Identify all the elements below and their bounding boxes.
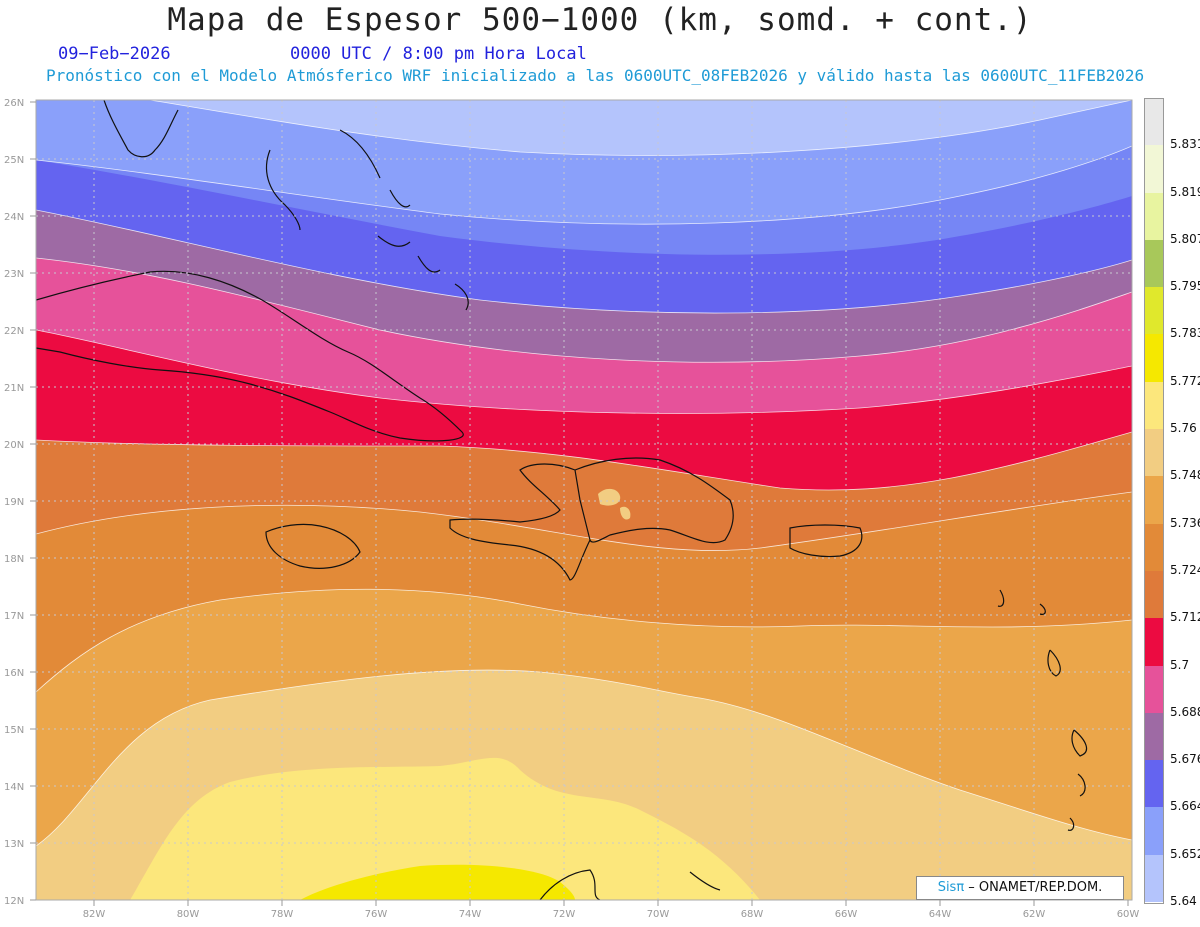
colorbar-label: 5.783 [1170,326,1200,341]
lat-label: 22N [4,326,24,337]
colorbar-label: 5.819 [1170,184,1200,199]
colorbar-label: 5.772 [1170,373,1200,388]
lon-label: 72W [553,909,576,920]
lon-axis: 82W 80W 78W 76W 74W 72W 70W 68W 66W 64W 62W 60W [83,900,1140,920]
lon-label: 76W [365,909,388,920]
colorbar-label: 5.712 [1170,610,1200,625]
credit-brand: Sisπ [937,880,965,895]
coast-bahamas-andros [265,149,301,231]
lat-label: 12N [4,896,24,907]
lon-label: 64W [929,909,952,920]
colorbar-label: 5.736 [1170,515,1200,530]
lon-label: 68W [741,909,764,920]
lat-label: 21N [4,383,24,394]
colorbar-label: 5.664 [1170,799,1200,814]
coast-dominican [574,457,734,544]
hispaniola-high-spot [598,488,621,506]
colorbar-label: 5.748 [1170,468,1200,483]
lat-label: 16N [4,668,24,679]
coast-bahamas-islands [339,129,469,311]
model-subtitle: Pronóstico con el Modelo Atmósferico WRF… [46,66,1145,85]
lon-label: 62W [1023,909,1046,920]
coast-jamaica [265,523,361,569]
hispaniola-high-spot-2 [620,506,631,520]
lat-label: 26N [4,98,24,109]
lon-label: 80W [177,909,200,920]
lon-label: 74W [459,909,482,920]
contour-lines [36,100,1132,847]
lon-label: 78W [271,909,294,920]
forecast-time: 0000 UTC / 8:00 pm Hora Local [290,44,587,64]
lat-label: 19N [4,497,24,508]
colorbar-label: 5.724 [1170,562,1200,577]
colorbar-label: 5.652 [1170,846,1200,861]
gridlines [36,100,1132,900]
colorbar-label: 5.76 [1170,421,1197,436]
colorbar-label: 5.676 [1170,752,1200,767]
lat-label: 18N [4,554,24,565]
lon-label: 66W [835,909,858,920]
coast-lesser-antilles [997,589,1088,831]
coastlines [36,100,1088,900]
coast-florida [103,100,179,158]
lat-label: 15N [4,725,24,736]
colorbar-label: 5.7 [1170,657,1190,672]
band-5783 [300,864,575,900]
lat-label: 24N [4,212,24,223]
colorbar-label: 5.795 [1170,279,1200,294]
coast-puerto-rico [789,524,863,558]
lat-label: 20N [4,440,24,451]
colorbar-frame [1144,98,1164,904]
coast-cuba [36,270,464,442]
lon-label: 82W [83,909,106,920]
lon-label: 70W [647,909,670,920]
thickness-bands [36,100,1132,900]
credit-text: – ONAMET/REP.DOM. [964,880,1103,895]
lon-label: 60W [1117,909,1140,920]
page-title: Mapa de Espesor 500−1000 (km, somd. + co… [167,2,1033,38]
forecast-date: 09−Feb−2026 [58,44,171,64]
lat-label: 13N [4,839,24,850]
lat-label: 25N [4,155,24,166]
lat-label: 14N [4,782,24,793]
lat-axis: 26N 25N 24N 23N 22N 21N 20N 19N 18N 17N 16N 15N 14N 1… [4,98,36,907]
lat-label: 17N [4,611,24,622]
colorbar-label: 5.807 [1170,231,1200,246]
lat-label: 23N [4,269,24,280]
band-5772 [130,757,760,900]
map-frame [35,99,1133,901]
coast-haiti [449,463,591,581]
colorbar-label: 5.688 [1170,704,1200,719]
credit-box: Sisπ – ONAMET/REP.DOM. [916,876,1124,900]
coast-south-america [539,869,721,900]
colorbar-label: 5.64 [1170,894,1197,908]
colorbar-label: 5.831 [1170,137,1200,152]
